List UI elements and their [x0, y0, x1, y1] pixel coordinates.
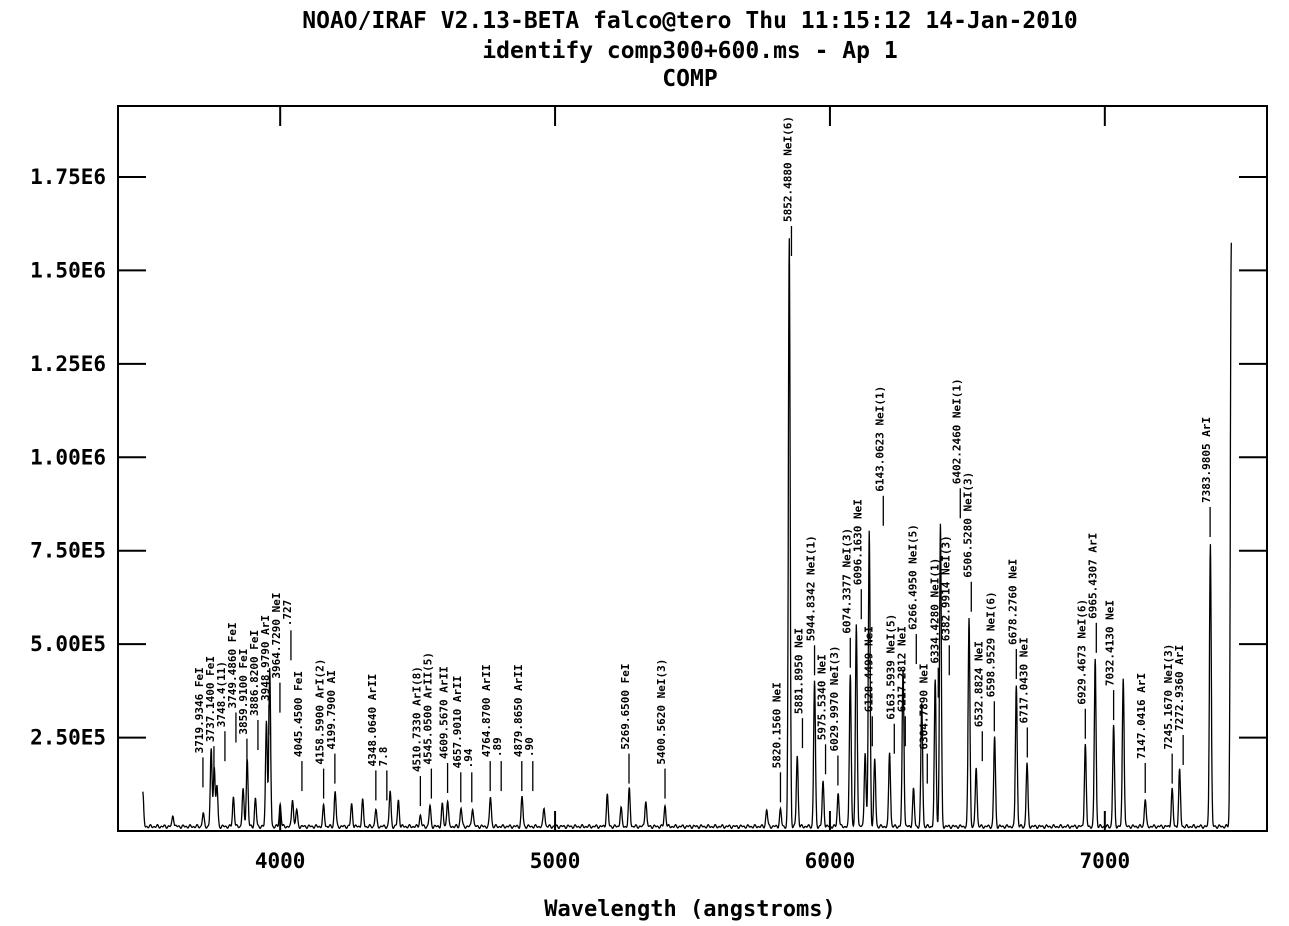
- line-label: 6506.5280 NeI(3): [961, 472, 974, 578]
- y-tick-label: 1.75E6: [30, 165, 106, 189]
- line-label: 6074.3377 NeI(3): [840, 528, 853, 634]
- line-label: 6029.9970 NeI(3): [828, 646, 841, 752]
- line-label: 6965.4307 ArI: [1086, 533, 1099, 619]
- line-label: 7245.1670 NeI(3): [1162, 644, 1175, 750]
- line-label: 5400.5620 NeI(3): [655, 659, 668, 765]
- spectrum-line: [142, 238, 1232, 830]
- line-label: .94: [462, 748, 475, 768]
- line-label: 3886.8200 FeI: [248, 630, 261, 716]
- line-label: 6334.4280 NeI(1): [928, 558, 941, 664]
- line-label: .89: [491, 737, 504, 757]
- y-tick-label: 1.25E6: [30, 352, 106, 376]
- line-label: .90: [523, 737, 536, 757]
- line-label: 6217.2812 NeI: [895, 626, 908, 712]
- line-label: 6382.9914 NeI(3): [939, 535, 952, 641]
- line-label: 7.8: [377, 747, 390, 767]
- line-label: 4510.7330 ArI(8): [410, 666, 423, 772]
- line-label: 4158.5900 ArI(2): [314, 659, 327, 765]
- line-label: 4764.8700 ArII: [480, 664, 493, 757]
- line-label: 3737.1400 FeI: [204, 656, 217, 742]
- line-label: 6598.9529 NeI(6): [984, 591, 997, 697]
- y-tick-label: 2.50E5: [30, 726, 106, 750]
- line-label: 4348.0640 ArII: [366, 674, 379, 767]
- line-label: 7147.0416 ArI: [1135, 673, 1148, 759]
- plot-frame: [117, 105, 1268, 832]
- line-label: 6532.8824 NeI: [972, 641, 985, 727]
- axis-tick-labels: 4000 5000 6000 7000 2.50E5 5.00E5 7.50E5 1.00E6…: [30, 165, 1130, 873]
- x-tick-label: 6000: [805, 849, 856, 873]
- line-label: 6717.0430 NeI: [1017, 637, 1030, 723]
- line-label: 5975.5340 NeI: [816, 654, 829, 740]
- line-label: .727: [281, 600, 294, 627]
- line-label: 3748.4(11): [215, 661, 228, 727]
- x-axis-label: Wavelength (angstroms): [544, 897, 835, 922]
- line-label: 4657.9010 ArII: [451, 676, 464, 769]
- line-label: 4199.7900 AI: [325, 670, 338, 749]
- line-label: 6163.5939 NeI(5): [884, 614, 897, 720]
- line-label: 6929.4673 NeI(6): [1075, 599, 1088, 705]
- line-label: 6678.2760 NeI: [1006, 559, 1019, 645]
- line-label: 3948.9790 ArI: [259, 615, 272, 701]
- y-tick-label: 1.50E6: [30, 258, 106, 282]
- line-label: 6266.4950 NeI(5): [906, 524, 919, 630]
- line-label: 5881.8950 NeI: [792, 628, 805, 714]
- line-label: 6096.1630 NeI: [851, 499, 864, 585]
- line-label: 7383.9805 ArI: [1200, 417, 1213, 503]
- y-tick-label: 5.00E5: [30, 632, 106, 656]
- chart-subtitle: COMP: [662, 66, 717, 92]
- line-label: 5852.4880 NeI(6): [781, 116, 794, 222]
- line-label: 4879.8650 ArII: [512, 664, 525, 757]
- line-label: 5944.8342 NeI(1): [805, 535, 818, 641]
- line-label: 4609.5670 ArII: [438, 666, 451, 759]
- line-label: 6304.7890 NeI: [917, 664, 930, 750]
- line-label: 6402.2460 NeI(1): [950, 378, 963, 484]
- axis-ticks: [118, 106, 1267, 831]
- chart-title: identify comp300+600.ms - Ap 1: [482, 38, 897, 64]
- line-label: 5269.6500 FeI: [619, 664, 632, 750]
- header-line-1: NOAO/IRAF V2.13-BETA falco@tero Thu 11:1…: [302, 8, 1077, 34]
- line-label: 3749.4860 FeI: [226, 622, 239, 708]
- line-label: 3719.9346 FeI: [193, 667, 206, 753]
- x-tick-label: 4000: [255, 849, 306, 873]
- line-label: 6143.0623 NeI(1): [873, 386, 886, 492]
- line-label: 4545.0500 ArII(5): [421, 652, 434, 765]
- line-label: 5820.1560 NeI: [770, 682, 783, 768]
- y-tick-label: 1.00E6: [30, 445, 106, 469]
- line-label: 3964.7290 NeI: [270, 593, 283, 679]
- line-label: 7032.4130 NeI: [1104, 600, 1117, 686]
- x-tick-label: 5000: [530, 849, 581, 873]
- line-label: 7272.9360 ArI: [1173, 645, 1186, 731]
- x-tick-label: 7000: [1080, 849, 1131, 873]
- line-label: 4045.4500 FeI: [292, 671, 305, 757]
- line-label: 3859.9100 FeI: [237, 649, 250, 735]
- y-tick-label: 7.50E5: [30, 539, 106, 563]
